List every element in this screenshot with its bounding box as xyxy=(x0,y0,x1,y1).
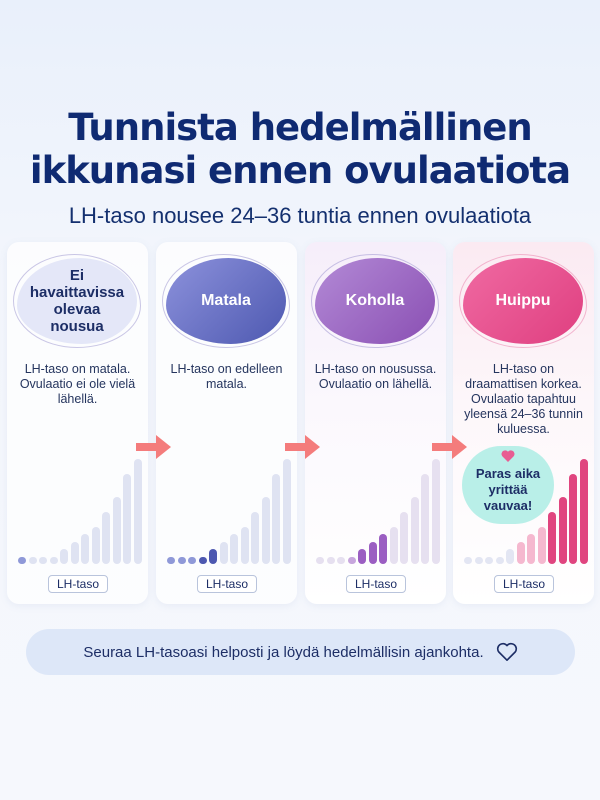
lh-bar xyxy=(389,526,398,564)
lh-bar xyxy=(198,556,207,564)
stage-description: LH-taso on nousussa. Ovulaatio on lähell… xyxy=(314,362,437,391)
lh-bar-chart xyxy=(453,242,594,604)
lh-bar xyxy=(70,541,79,564)
lh-bar xyxy=(240,526,249,564)
lh-bar xyxy=(400,511,408,564)
stage-blob: Matala xyxy=(166,258,286,344)
stage-blob: Ei havaittavissa olevaa nousua xyxy=(17,258,137,344)
lh-bar xyxy=(431,459,440,564)
lh-badge: LH-taso xyxy=(494,575,554,593)
stage-card-1: Ei havaittavissa olevaa nousua LH-taso o… xyxy=(7,242,148,604)
lh-bar xyxy=(337,556,345,564)
lh-bar xyxy=(347,556,356,564)
lh-bar xyxy=(516,541,525,564)
footer-text: Seuraa LH-tasoasi helposti ja löydä hede… xyxy=(83,643,484,661)
arrow-right-icon xyxy=(285,435,320,459)
lh-bar xyxy=(272,474,280,564)
stage-name: Huippu xyxy=(495,292,551,309)
stage-description: LH-taso on matala. Ovulaatio ei ole viel… xyxy=(19,362,136,406)
stage-card-3: Koholla LH-taso on nousussa. Ovulaatio o… xyxy=(305,242,446,604)
title-line-2: ikkunasi ennen ovulaatiota xyxy=(29,149,571,192)
stage-description: LH-taso on edelleen matala. xyxy=(170,362,283,391)
lh-bar xyxy=(368,541,377,564)
lh-bar xyxy=(188,556,196,564)
blob-outline xyxy=(311,254,439,348)
lh-bar xyxy=(569,474,577,564)
arrow-right-icon xyxy=(136,435,171,459)
lh-bar xyxy=(282,459,291,564)
lh-bar xyxy=(230,534,238,564)
blob-outline xyxy=(162,254,290,348)
lh-bar xyxy=(261,496,270,564)
callout-text: Paras aika yrittää vauvaa! xyxy=(475,466,541,513)
lh-bar-chart xyxy=(305,242,446,604)
lh-bar-chart xyxy=(156,242,297,604)
lh-bar xyxy=(167,556,175,564)
lh-bar xyxy=(358,549,366,564)
stage-card-4: Huippu LH-taso on draamattisen korkea. O… xyxy=(453,242,594,604)
lh-bar xyxy=(485,556,493,564)
stage-blob: Koholla xyxy=(315,258,435,344)
blob-outline xyxy=(459,254,587,348)
lh-badge: LH-taso xyxy=(346,575,406,593)
lh-bar-chart xyxy=(7,242,148,604)
lh-bar xyxy=(28,556,37,564)
lh-bar xyxy=(123,474,131,564)
stage-name: Ei havaittavissa olevaa nousua xyxy=(29,267,125,335)
lh-bar xyxy=(495,556,504,564)
lh-bar xyxy=(379,534,387,564)
stage-card-2: Matala LH-taso on edelleen matala. LH-ta… xyxy=(156,242,297,604)
lh-bar xyxy=(464,556,472,564)
lh-bar xyxy=(579,459,588,564)
lh-bar xyxy=(209,549,217,564)
lh-bar xyxy=(60,549,68,564)
lh-bar xyxy=(112,496,121,564)
lh-bar xyxy=(548,511,556,564)
stage-description: LH-taso on draamattisen korkea. Ovulaati… xyxy=(464,362,583,436)
lh-bar xyxy=(251,511,259,564)
stage-blob: Huippu xyxy=(463,258,583,344)
blob-outline xyxy=(13,254,141,348)
stage-name: Koholla xyxy=(345,292,405,309)
lh-bar xyxy=(177,556,186,564)
lh-bar xyxy=(316,556,324,564)
lh-bar xyxy=(18,556,26,564)
page-title: Tunnista hedelmällinen ikkunasi ennen ov… xyxy=(0,106,600,192)
arrow-right-icon xyxy=(432,435,467,459)
best-time-callout: Paras aika yrittää vauvaa! xyxy=(462,446,554,524)
heart-outline-icon xyxy=(496,642,517,661)
title-line-1: Tunnista hedelmällinen xyxy=(68,106,532,149)
lh-bar xyxy=(421,474,429,564)
lh-bar xyxy=(410,496,419,564)
lh-bar xyxy=(91,526,100,564)
lh-bar xyxy=(39,556,47,564)
lh-bar xyxy=(49,556,58,564)
lh-bar xyxy=(506,549,514,564)
lh-bar xyxy=(558,496,567,564)
lh-bar xyxy=(81,534,89,564)
lh-bar xyxy=(326,556,335,564)
heart-icon xyxy=(501,450,515,462)
lh-bar xyxy=(219,541,228,564)
lh-bar xyxy=(102,511,110,564)
lh-bar xyxy=(527,534,535,564)
lh-bar xyxy=(474,556,483,564)
lh-bar xyxy=(133,459,142,564)
lh-badge: LH-taso xyxy=(197,575,257,593)
lh-badge: LH-taso xyxy=(48,575,108,593)
page-subtitle: LH-taso nousee 24–36 tuntia ennen ovulaa… xyxy=(68,203,532,228)
footer-banner: Seuraa LH-tasoasi helposti ja löydä hede… xyxy=(26,629,575,675)
lh-bar xyxy=(537,526,546,564)
stage-name: Matala xyxy=(201,292,251,309)
